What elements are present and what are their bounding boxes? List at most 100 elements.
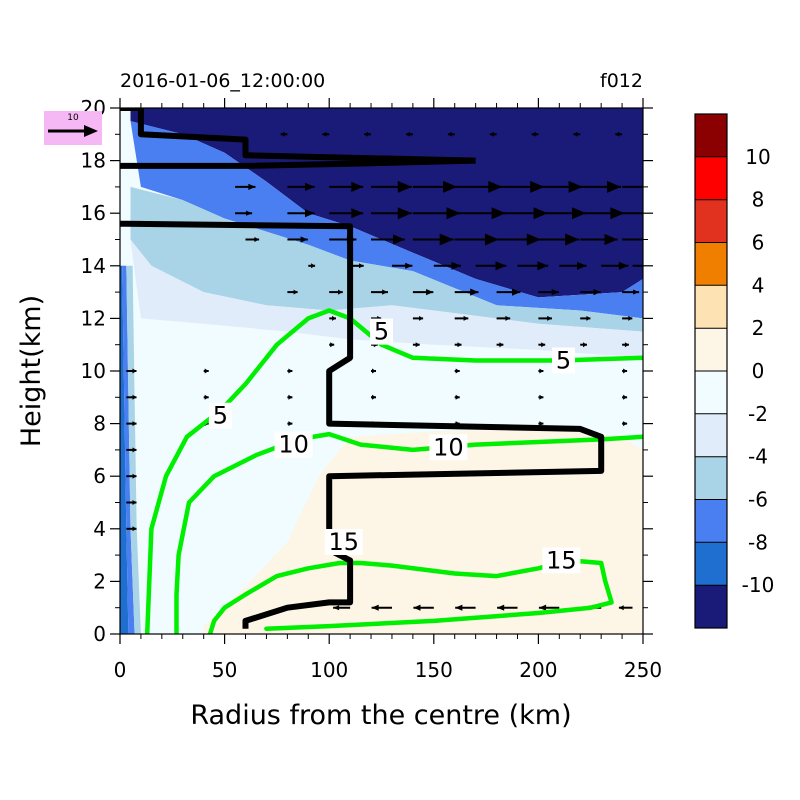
contour-15-label-bg bbox=[324, 529, 363, 555]
wind-vector bbox=[447, 131, 455, 137]
x-tick-label: 200 bbox=[519, 658, 557, 682]
wind-vector-head bbox=[204, 394, 209, 400]
wind-vector-head bbox=[551, 289, 559, 296]
contour-5-line bbox=[144, 308, 643, 634]
colorbar-label: -10 bbox=[742, 573, 775, 597]
wind-vector-head bbox=[604, 233, 618, 246]
wind-vector-head bbox=[293, 289, 298, 295]
colorbar-swatch bbox=[695, 328, 727, 372]
contour-10-label: 10 bbox=[278, 431, 309, 459]
fill-lower-positive bbox=[203, 428, 643, 634]
wind-vector bbox=[203, 394, 209, 400]
colorbar-swatch bbox=[695, 199, 727, 243]
wind-vector bbox=[517, 261, 549, 271]
contour-15-line bbox=[207, 558, 614, 634]
wind-vector bbox=[538, 368, 544, 374]
wind-vector bbox=[287, 394, 293, 400]
wind-vector-head bbox=[538, 604, 547, 611]
wind-vector-head bbox=[583, 342, 587, 348]
wind-vector-head bbox=[132, 526, 137, 532]
wind-vector-head bbox=[246, 210, 253, 216]
wind-vector-head bbox=[457, 342, 462, 348]
wind-vector bbox=[329, 315, 336, 321]
wind-vector bbox=[287, 236, 308, 243]
wind-vector bbox=[580, 315, 591, 321]
colorbar: 10 8 6 4 2 0 -2 -4 -6 -8 -10 bbox=[694, 113, 775, 629]
y-tick-label: 4 bbox=[93, 517, 106, 541]
colorbar-swatch bbox=[695, 242, 727, 286]
wind-vector-head bbox=[484, 233, 499, 246]
contour-10-label-bg bbox=[274, 431, 313, 458]
wind-vector bbox=[126, 394, 137, 400]
wind-vector bbox=[412, 289, 434, 296]
y-tick-label: 2 bbox=[93, 569, 106, 593]
wind-vector bbox=[371, 394, 376, 400]
wind-vector-head bbox=[132, 500, 137, 505]
wind-vector bbox=[126, 473, 137, 479]
wind-vector-head bbox=[451, 261, 461, 270]
title-left: 2016-01-06_12:00:00 bbox=[120, 70, 325, 92]
wind-vector-head bbox=[305, 182, 315, 191]
colorbar-label: -4 bbox=[748, 445, 768, 469]
reference-vector: 10 bbox=[44, 111, 102, 145]
wind-vector bbox=[580, 207, 625, 220]
wind-vector bbox=[333, 605, 351, 611]
wind-vector-head bbox=[537, 261, 549, 271]
wind-vector-head bbox=[413, 604, 421, 611]
wind-vector-head bbox=[577, 261, 587, 270]
wind-vector bbox=[287, 209, 315, 218]
wind-vector bbox=[538, 180, 583, 193]
zero-line-layer bbox=[120, 108, 605, 629]
wind-vector bbox=[412, 180, 458, 193]
wind-vector bbox=[622, 238, 643, 241]
wind-vector bbox=[622, 342, 629, 348]
wind-vector bbox=[371, 234, 405, 245]
vector-layer bbox=[126, 131, 643, 611]
colorbar-swatch bbox=[695, 542, 727, 586]
wind-vector bbox=[203, 368, 209, 374]
contour-10-label-bg bbox=[429, 434, 468, 461]
wind-vector bbox=[580, 342, 587, 348]
wind-vector-head bbox=[406, 131, 411, 137]
wind-vector bbox=[406, 131, 413, 137]
wind-vector-head bbox=[405, 262, 413, 269]
wind-vector-head bbox=[333, 605, 340, 611]
fill-inner-core-strong-negative bbox=[120, 265, 129, 634]
contour-5-label: 5 bbox=[374, 318, 389, 346]
wind-vector bbox=[454, 342, 462, 348]
contour-layer bbox=[144, 308, 643, 634]
wind-vector bbox=[454, 288, 479, 296]
wind-vector bbox=[371, 368, 376, 374]
wind-vector bbox=[126, 368, 137, 374]
wind-vector-head bbox=[539, 368, 544, 374]
x-tick-label: 250 bbox=[624, 658, 662, 682]
wind-vector-head bbox=[565, 233, 580, 246]
wind-vector bbox=[632, 264, 643, 267]
wind-vector-head bbox=[530, 180, 545, 193]
wind-vector-head bbox=[568, 180, 583, 193]
wind-vector bbox=[615, 131, 623, 137]
wind-vector bbox=[496, 233, 541, 246]
colorbar-swatch bbox=[695, 156, 727, 201]
black-zero-contour-upper bbox=[120, 157, 476, 169]
wind-vector bbox=[454, 315, 469, 321]
wind-vector bbox=[413, 604, 434, 611]
wind-vector-head bbox=[446, 207, 461, 220]
fill-upper-weak-negative bbox=[130, 186, 643, 332]
wind-vector-head bbox=[280, 131, 285, 137]
wind-vector-head bbox=[397, 180, 412, 193]
wind-vector-head bbox=[439, 233, 454, 246]
wind-vector-head bbox=[455, 604, 463, 611]
wind-vector bbox=[580, 180, 621, 193]
fill-upper-slight-negative bbox=[130, 239, 643, 358]
wind-vector bbox=[412, 233, 454, 246]
y-tick-label: 6 bbox=[93, 464, 106, 488]
wind-vector bbox=[322, 131, 330, 137]
wind-vector-head bbox=[288, 394, 293, 400]
wind-vector-head bbox=[397, 207, 412, 220]
wind-vector-head bbox=[488, 180, 503, 193]
wind-vector bbox=[371, 207, 412, 220]
y-tick-label: 8 bbox=[93, 412, 106, 436]
wind-vector-head bbox=[539, 421, 544, 427]
wind-vector-head bbox=[610, 207, 625, 220]
